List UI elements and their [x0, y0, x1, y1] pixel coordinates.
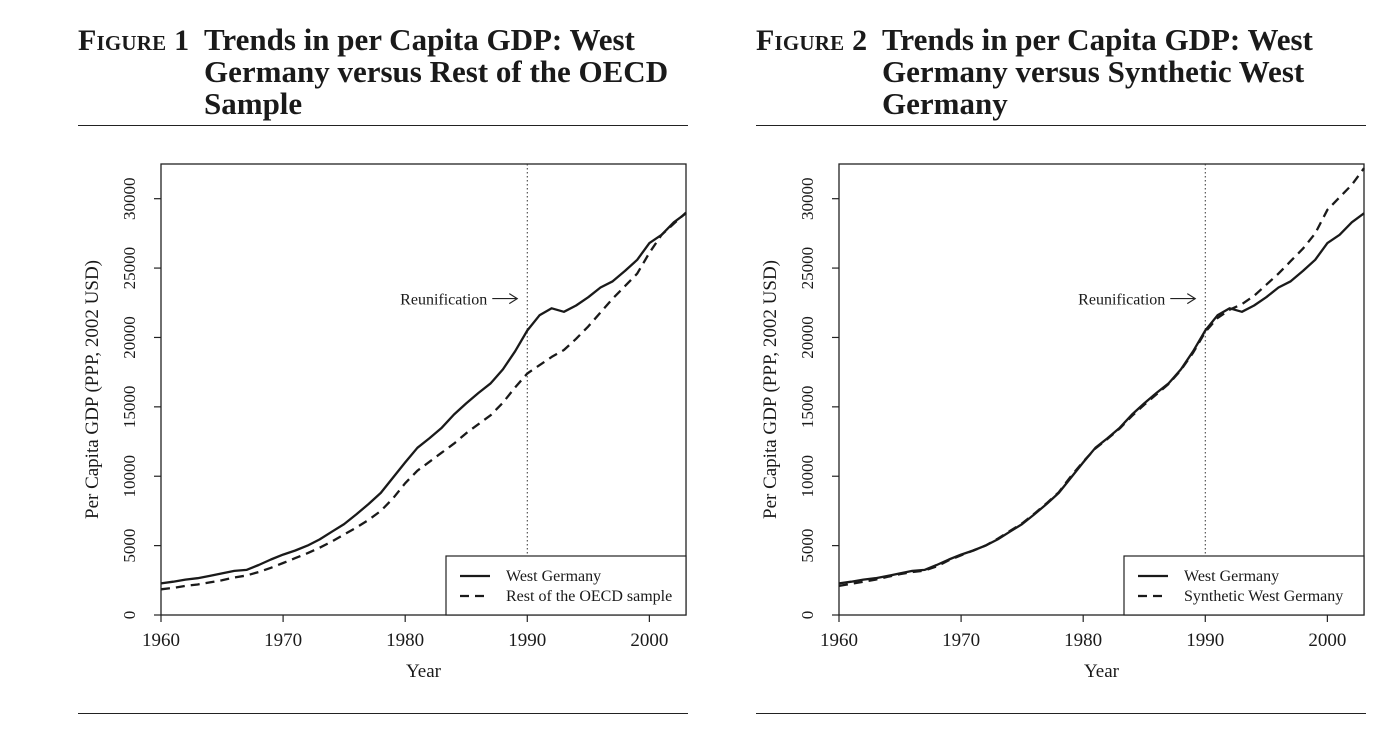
annotation-arrowhead — [1186, 293, 1197, 305]
plot-frame — [160, 163, 687, 616]
y-tick-label: 20000 — [120, 316, 139, 359]
figure-label: Figure 1 — [78, 24, 190, 57]
y-tick-label: 10000 — [120, 455, 139, 498]
annotation-label: Reunification — [1078, 292, 1165, 309]
y-tick-label: 0 — [798, 611, 817, 620]
annotation-label: Reunification — [400, 292, 487, 309]
x-tick-label: 1960 — [820, 630, 858, 651]
y-tick-label: 5000 — [798, 529, 817, 563]
x-tick-label: 2000 — [630, 630, 668, 651]
x-axis-label: Year — [1084, 661, 1120, 682]
top-rule — [756, 125, 1366, 126]
legend-label: Rest of the OECD sample — [506, 588, 672, 605]
x-tick-label: 1990 — [1186, 630, 1224, 651]
y-axis-label: Per Capita GDP (PPP, 2002 USD) — [82, 260, 103, 519]
legend-label: West Germany — [1184, 568, 1279, 585]
top-rule — [78, 125, 688, 126]
y-tick-label: 25000 — [798, 247, 817, 289]
series-line — [838, 212, 1365, 585]
series-line — [838, 167, 1365, 588]
y-tick-label: 0 — [120, 611, 139, 620]
x-tick-label: 2000 — [1308, 630, 1346, 651]
series-line — [160, 211, 687, 591]
annotation-arrowhead — [508, 293, 519, 305]
y-tick-label: 10000 — [798, 455, 817, 498]
y-tick-label: 5000 — [120, 529, 139, 563]
figure-1-panel: Figure 1 Trends in per Capita GDP: West … — [78, 0, 698, 748]
y-tick-label: 30000 — [120, 177, 139, 220]
bottom-rule — [78, 713, 688, 714]
y-tick-label: 15000 — [120, 386, 139, 429]
figure-title: Trends in per Capita GDP: West Germany v… — [882, 22, 1313, 121]
x-tick-label: 1990 — [508, 630, 546, 651]
line-chart: 0 5000 10000 15000 20000 25000 30000 1960 1970 19… — [760, 163, 1365, 682]
x-tick-label: 1970 — [264, 630, 302, 651]
series-line — [160, 212, 687, 585]
figure-2-panel: Figure 2 Trends in per Capita GDP: West … — [756, 0, 1376, 748]
figure-title: Trends in per Capita GDP: West Germany v… — [204, 22, 669, 121]
y-tick-label: 30000 — [798, 177, 817, 220]
line-chart: 0 5000 10000 15000 20000 25000 30000 1960 1970 19… — [82, 163, 687, 682]
y-tick-label: 25000 — [120, 247, 139, 289]
x-tick-label: 1980 — [1064, 630, 1102, 651]
y-axis-label: Per Capita GDP (PPP, 2002 USD) — [760, 260, 781, 519]
bottom-rule — [756, 713, 1366, 714]
legend-box — [445, 555, 687, 616]
x-axis-label: Year — [406, 661, 442, 682]
x-tick-label: 1970 — [942, 630, 980, 651]
figure-label: Figure 2 — [756, 24, 868, 57]
legend-box — [1123, 555, 1365, 616]
y-tick-label: 15000 — [798, 386, 817, 429]
plot-frame — [838, 163, 1365, 616]
legend-label: Synthetic West Germany — [1184, 588, 1343, 605]
x-tick-label: 1960 — [142, 630, 180, 651]
x-tick-label: 1980 — [386, 630, 424, 651]
y-tick-label: 20000 — [798, 316, 817, 359]
legend-label: West Germany — [506, 568, 601, 585]
